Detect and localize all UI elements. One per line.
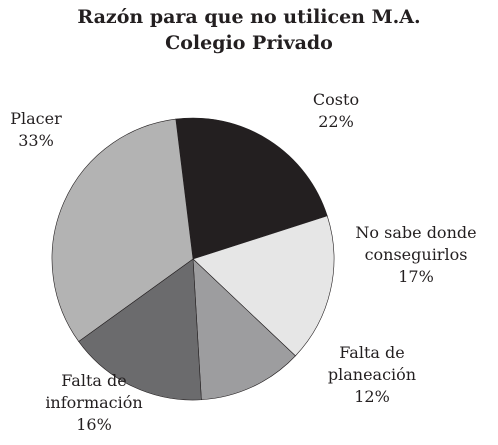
value-label: 16% <box>76 415 112 434</box>
slice-label: Costo 22% <box>296 89 376 133</box>
chart-subtitle: Colegio Privado <box>165 32 333 54</box>
chart-title: Razón para que no utilicen M.A. <box>77 6 421 28</box>
slice-label: Falta de planeación 12% <box>322 342 422 408</box>
pie-slice <box>51 118 194 342</box>
category-label: No sabe donde conseguirlos <box>355 223 477 264</box>
slice-label: Falta de información 16% <box>39 370 149 436</box>
value-label: 33% <box>18 131 54 150</box>
category-label: Falta de información <box>45 371 143 412</box>
category-label: Costo <box>312 90 360 109</box>
pie-slice <box>78 258 202 401</box>
pie-slice <box>192 258 296 401</box>
slice-label: No sabe donde conseguirlos 17% <box>341 222 491 288</box>
value-label: 12% <box>354 387 390 406</box>
pie-slice <box>175 117 328 260</box>
value-label: 17% <box>398 267 434 286</box>
category-label: Falta de planeación <box>327 343 417 384</box>
category-label: Placer <box>10 109 62 128</box>
pie-slice <box>192 215 335 357</box>
value-label: 22% <box>318 112 354 131</box>
slice-label: Placer 33% <box>1 108 71 152</box>
